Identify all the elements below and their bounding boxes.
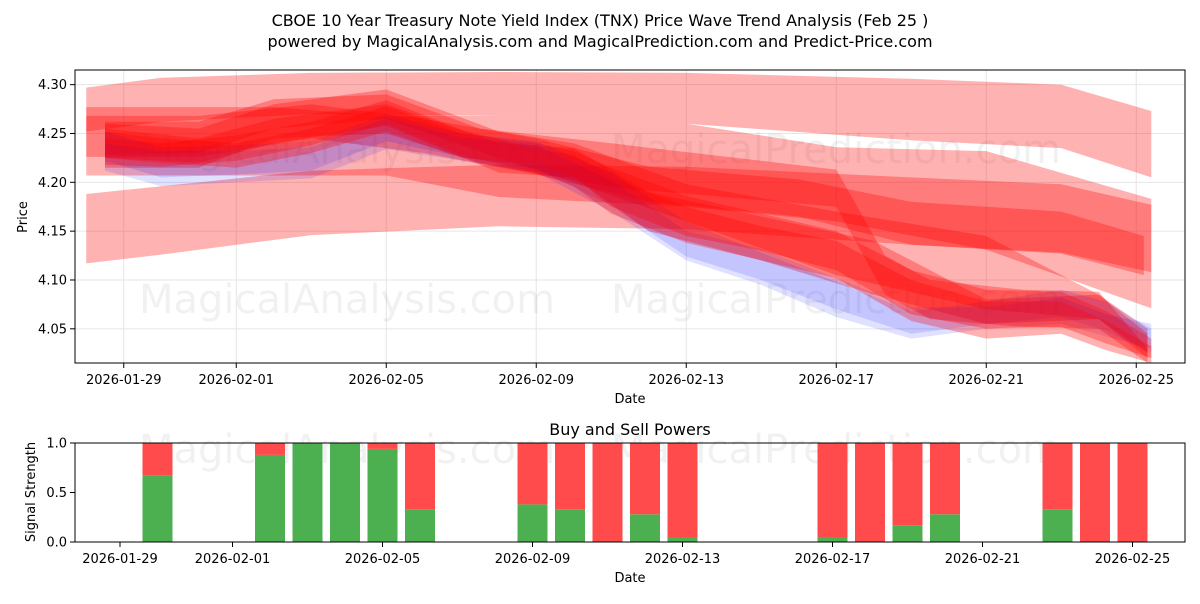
buy-sell-x-tick-label: 2026-02-09: [495, 552, 571, 567]
price-plot-area: [75, 70, 1185, 363]
price-y-axis-label: Price: [16, 201, 31, 233]
sell-bar: [555, 443, 585, 510]
price-wave-panel: MagicalAnalysis.com MagicalPrediction.co…: [16, 69, 1186, 407]
buy-bar: [517, 504, 548, 542]
core-band-2: [105, 100, 1152, 364]
price-y-tick-label: 4.30: [38, 78, 67, 93]
rect-band-1: [86, 107, 1152, 309]
buy-bar: [1042, 509, 1073, 542]
price-x-tick-label: 2026-02-13: [648, 373, 724, 388]
buy-sell-x-tick-label: 2026-02-01: [195, 552, 271, 567]
buy-bar: [817, 537, 848, 542]
price-x-tick-label: 2026-02-09: [498, 373, 574, 388]
sell-bar: [142, 443, 173, 476]
chart-title: CBOE 10 Year Treasury Note Yield Index (…: [272, 11, 929, 30]
sell-bar: [892, 443, 923, 526]
sell-bar: [855, 443, 885, 542]
buy-bar: [292, 443, 323, 542]
buy-sell-bars: [142, 443, 1148, 542]
buy-sell-x-tick-label: 2026-02-25: [1095, 552, 1171, 567]
core-band-1: [105, 106, 1152, 359]
buy-bar: [330, 443, 360, 542]
chart-subtitle: powered by MagicalAnalysis.com and Magic…: [267, 32, 932, 51]
buy-sell-x-tick-label: 2026-02-13: [645, 552, 721, 567]
price-x-tick-label: 2026-02-01: [198, 373, 274, 388]
buy-sell-x-tick-label: 2026-02-21: [945, 552, 1021, 567]
buy-sell-y-tick-label: 0.0: [46, 536, 67, 551]
sell-bar: [255, 443, 285, 455]
price-bands: [86, 72, 1152, 364]
price-x-axis-label: Date: [614, 392, 645, 407]
rect-band-2: [86, 104, 1144, 276]
buy-sell-y-tick-label: 0.5: [46, 486, 67, 501]
spike-band: [105, 94, 1148, 364]
price-grid: [75, 70, 1185, 363]
buy-bar: [255, 454, 285, 542]
price-y-tick-label: 4.20: [38, 176, 67, 191]
buy-sell-y-axis-label: Signal Strength: [24, 442, 39, 542]
buy-bar: [892, 525, 923, 542]
buy-bar: [667, 537, 698, 542]
sell-bar: [517, 443, 548, 505]
price-plot-frame: [74, 69, 1186, 364]
buy-sell-y-tick-label: 1.0: [46, 437, 67, 452]
buy-bar: [630, 514, 660, 542]
sell-bar: [1080, 443, 1110, 542]
sell-bar: [667, 443, 698, 537]
watermark-analysis-mid: MagicalAnalysis.com: [139, 277, 555, 323]
buy-sell-y-ticks: 0.0 0.5 1.0: [46, 437, 75, 551]
sell-bar: [405, 443, 435, 510]
sell-bar: [930, 443, 960, 515]
buy-sell-x-tick-label: 2026-02-05: [345, 552, 421, 567]
buy-bar: [405, 509, 435, 542]
wide-lower-band: [86, 164, 1152, 273]
sell-bar: [1042, 443, 1073, 510]
watermark-analysis-top: MagicalAnalysis.com: [139, 127, 555, 173]
price-y-tick-label: 4.10: [38, 273, 67, 288]
price-x-tick-label: 2026-02-25: [1098, 373, 1174, 388]
watermark-prediction-top: MagicalPrediction.com: [611, 127, 1061, 173]
sell-bar: [592, 443, 623, 542]
buy-sell-title: Buy and Sell Powers: [549, 420, 711, 439]
buy-bar: [142, 475, 173, 542]
wide-upper-band: [86, 72, 1152, 178]
buy-sell-panel: Buy and Sell Powers MagicalAnalysis.com …: [24, 420, 1186, 586]
price-x-ticks: 2026-01-29 2026-02-01 2026-02-05 2026-02-09…: [86, 363, 1174, 388]
price-y-ticks: 4.05 4.10 4.15 4.20 4.25 4.30: [38, 78, 75, 337]
price-y-tick-label: 4.15: [38, 225, 67, 240]
buy-bar: [367, 448, 398, 542]
sell-bar: [817, 443, 848, 537]
buy-sell-x-ticks: 2026-01-29 2026-02-01 2026-02-05 2026-02-09…: [82, 542, 1170, 567]
sell-bar: [1117, 443, 1148, 542]
price-y-tick-label: 4.25: [38, 127, 67, 142]
watermark-prediction-mid: MagicalPrediction.com: [611, 277, 1061, 323]
sell-bar: [367, 443, 398, 449]
price-y-tick-label: 4.05: [38, 322, 67, 337]
buy-sell-x-tick-label: 2026-01-29: [82, 552, 158, 567]
price-x-tick-label: 2026-02-17: [798, 373, 874, 388]
buy-bar: [930, 514, 960, 542]
buy-sell-x-tick-label: 2026-02-17: [795, 552, 871, 567]
price-x-tick-label: 2026-01-29: [86, 373, 162, 388]
price-x-tick-label: 2026-02-21: [948, 373, 1024, 388]
price-x-tick-label: 2026-02-05: [348, 373, 424, 388]
buy-sell-x-axis-label: Date: [614, 571, 645, 586]
sell-bar: [630, 443, 660, 515]
mid-band-2: [105, 104, 1148, 359]
buy-bar: [555, 509, 585, 542]
